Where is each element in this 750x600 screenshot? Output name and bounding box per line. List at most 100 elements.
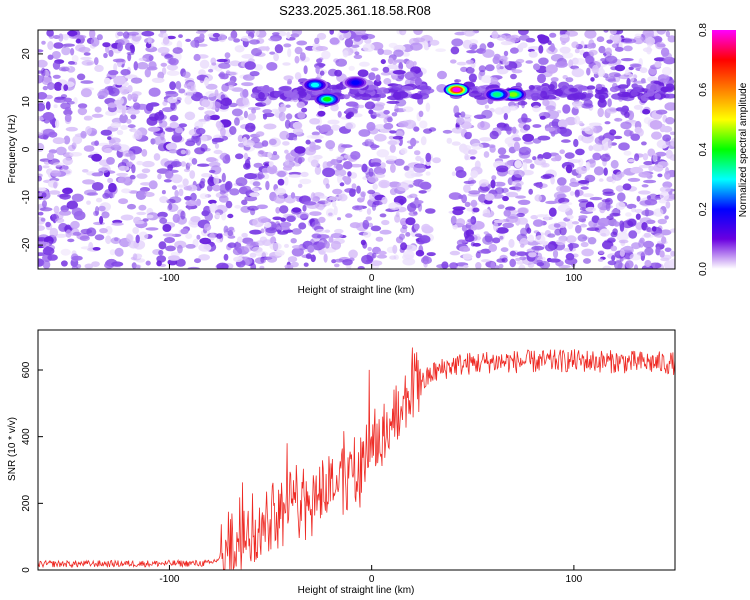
spectrogram-cell: [598, 94, 605, 100]
spectrogram-cell: [47, 41, 54, 50]
spectrogram-cell: [61, 46, 71, 56]
spectrogram-cell: [126, 51, 135, 56]
spectrogram-cell: [639, 67, 648, 74]
spectrogram-cell: [170, 161, 182, 168]
spectrogram-cell: [94, 140, 99, 146]
spectrogram-cell: [203, 223, 212, 231]
spectrogram-cell: [171, 174, 183, 184]
spectrogram-cell: [175, 80, 182, 90]
spectrogram-cell: [478, 65, 486, 73]
spectrogram-cell: [39, 207, 53, 212]
spectrogram-cell: [38, 164, 43, 172]
spectrogram-cell: [664, 215, 669, 220]
spectrogram-cell: [636, 195, 641, 202]
spectrogram-cell: [274, 187, 287, 196]
spectrogram-cell: [133, 102, 141, 110]
spectrogram-cell: [148, 87, 161, 97]
spectrogram-cell: [633, 35, 644, 45]
spectrogram-cell: [560, 34, 569, 38]
spectrogram-cell: [325, 140, 336, 150]
spectrogram-cell: [279, 130, 290, 140]
spectrogram-cell: [45, 221, 51, 228]
spectrogram-cell: [496, 165, 509, 173]
spectrogram-cell: [643, 232, 651, 238]
spectrogram-cell: [302, 204, 307, 212]
spectrogram-cell: [138, 231, 149, 241]
spectrogram-cell: [46, 152, 55, 161]
spectrogram-cell: [414, 150, 421, 156]
spectrogram-cell: [489, 130, 499, 140]
spectrogram-cell: [229, 126, 237, 135]
spectrogram-cell: [186, 138, 197, 142]
spectrogram-cell: [160, 62, 168, 67]
spectrogram-cell: [277, 194, 285, 201]
spectrogram-cell: [84, 263, 94, 269]
spectrogram-cell: [331, 124, 341, 131]
spectrogram-cell: [487, 41, 495, 49]
spectrogram-cell: [145, 227, 159, 231]
spectrogram-cell: [165, 143, 177, 151]
spectrogram-cell: [224, 154, 231, 161]
spectrogram-cell: [467, 218, 475, 223]
spectrogram-cell: [589, 196, 603, 201]
spectrogram-cell: [559, 149, 565, 154]
spectrogram-cell: [38, 192, 43, 197]
spectrogram-cell: [403, 119, 417, 129]
spectrogram-cell: [399, 30, 407, 36]
spectrogram-cell: [255, 131, 265, 137]
y-tick-label: -20: [21, 237, 32, 252]
spectrogram-cell: [177, 244, 183, 254]
spectrogram-cell: [552, 249, 559, 259]
spectrogram-cell: [223, 253, 229, 261]
spectrogram-cell: [297, 111, 306, 119]
spectrogram-cell: [532, 219, 544, 227]
spectrogram-cell: [542, 162, 550, 168]
spectrogram-cell: [610, 231, 618, 238]
spectrogram-cell: [559, 226, 567, 236]
spectrogram-cell: [362, 219, 370, 230]
spectrogram-cell: [311, 220, 321, 231]
spectrogram-cell: [162, 224, 172, 232]
spectrogram-cell: [646, 195, 652, 200]
spectrogram-cell: [159, 217, 168, 224]
spectrogram-cell: [615, 107, 625, 112]
spectrogram-cell: [523, 141, 534, 145]
spectrogram-cell: [352, 205, 363, 211]
spectrogram-cell: [461, 194, 467, 204]
spectrogram-cell: [229, 188, 240, 196]
spectrogram-cell: [105, 225, 113, 235]
spectrogram-cell: [588, 39, 595, 48]
spectrogram-cells: [38, 30, 675, 269]
spectrogram-cell: [71, 55, 79, 63]
spectrogram-cell: [642, 153, 649, 161]
spectrogram-cell: [357, 104, 365, 109]
spectrogram-cell: [574, 115, 581, 125]
spectrogram-cell: [484, 104, 489, 109]
spectrogram-cell: [575, 172, 582, 179]
spectrogram-cell: [554, 154, 562, 162]
spectrogram-cell: [383, 116, 388, 124]
spectrogram-cell: [245, 122, 256, 133]
spectrogram-cell: [243, 152, 248, 160]
spectrogram-cell: [267, 151, 272, 159]
spectrogram-cell: [381, 49, 393, 56]
spectrogram-cell: [641, 184, 649, 188]
spectrogram-cell: [309, 118, 321, 125]
colorbar-ticks: 0.0 0.2 0.4 0.6 0.8: [698, 23, 709, 276]
spectrogram-cell: [190, 39, 199, 48]
spectrogram-cell: [545, 244, 555, 252]
spectrogram-cell: [618, 142, 630, 151]
spectrogram-cell: [662, 134, 672, 142]
spectrogram-cell: [652, 153, 658, 163]
spectrogram-cell: [624, 111, 630, 119]
spectrogram-cell: [515, 257, 522, 262]
spectrogram-cell: [612, 34, 622, 44]
spectrogram-cell: [534, 158, 546, 166]
spectrogram-cell: [291, 30, 303, 37]
spectrogram-cell: [350, 163, 363, 168]
spectrogram-cell: [103, 52, 108, 59]
spectrogram-cell: [556, 110, 562, 114]
spectrogram-cell: [392, 61, 397, 65]
spectrogram-cell: [580, 186, 589, 190]
